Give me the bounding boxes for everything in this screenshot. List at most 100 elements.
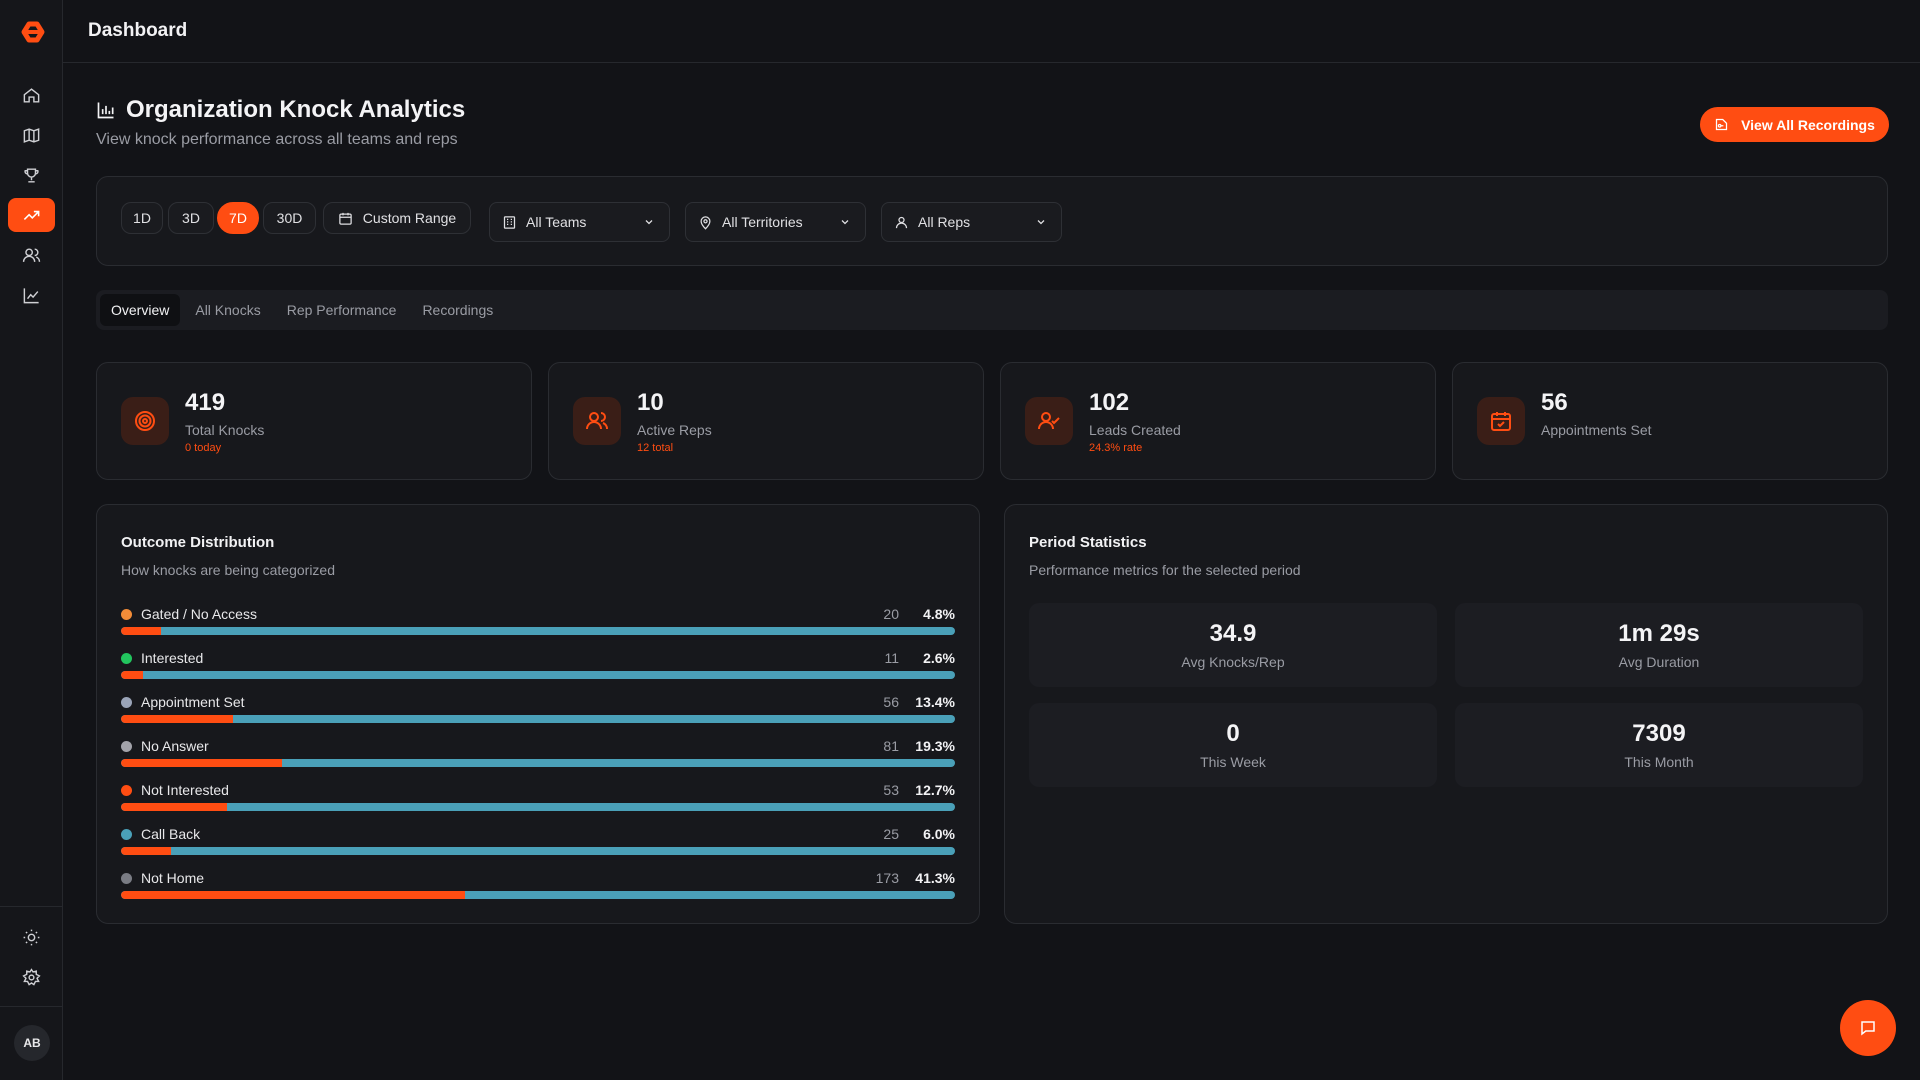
outcome-progress-bar	[121, 759, 955, 767]
outcome-count: 11	[884, 650, 899, 666]
outcome-progress-bar	[121, 891, 955, 899]
reps-select-value: All Reps	[918, 214, 971, 230]
stat-sub: 12 total	[637, 442, 674, 454]
outcome-row: Interested 11 2.6%	[121, 650, 955, 686]
stat-value: 56	[1541, 389, 1568, 416]
outcome-count: 25	[883, 826, 899, 842]
territories-select-value: All Territories	[722, 214, 803, 230]
outcome-label: Appointment Set	[141, 694, 245, 710]
outcome-label: Interested	[141, 650, 204, 666]
custom-range-button[interactable]: Custom Range	[323, 202, 471, 234]
topbar-title: Dashboard	[88, 20, 188, 41]
avatar[interactable]: AB	[14, 1025, 50, 1061]
tab-all-knocks[interactable]: All Knocks	[195, 302, 261, 318]
sidebar-nav	[8, 78, 55, 318]
map-pin-icon	[700, 215, 711, 230]
stat-value: 10	[637, 389, 664, 416]
sidebar-item-analytics[interactable]	[8, 198, 55, 232]
outcome-row: Not Home 173 41.3%	[121, 870, 955, 906]
chevron-down-icon	[841, 220, 849, 225]
home-icon	[23, 87, 40, 103]
calendar-check-icon	[1477, 397, 1525, 445]
chevron-down-icon	[1037, 220, 1045, 225]
outcome-percent: 12.7%	[915, 782, 955, 798]
outcome-color-dot	[121, 785, 132, 796]
metric-this-month: 7309 This Month	[1455, 703, 1863, 787]
target-icon	[121, 397, 169, 445]
sidebar-item-team[interactable]	[8, 238, 55, 272]
users-icon	[22, 247, 41, 262]
recording-icon	[1715, 118, 1728, 131]
outcome-count: 53	[883, 782, 899, 798]
outcome-color-dot	[121, 653, 132, 664]
range-30d-button[interactable]: 30D	[263, 202, 316, 234]
sidebar-item-home[interactable]	[8, 78, 55, 112]
calendar-icon	[339, 212, 352, 225]
line-chart-icon	[23, 287, 39, 303]
panel-subtitle: Performance metrics for the selected per…	[1029, 562, 1301, 578]
analytics-tabs: Overview All Knocks Rep Performance Reco…	[96, 290, 1888, 330]
range-3d-button[interactable]: 3D	[168, 202, 214, 234]
metric-label: This Week	[1200, 754, 1266, 770]
stat-label: Appointments Set	[1541, 422, 1652, 438]
stat-label: Total Knocks	[185, 422, 265, 438]
sidebar-item-reports[interactable]	[8, 278, 55, 312]
chat-icon	[1861, 1021, 1875, 1036]
outcome-count: 81	[883, 738, 899, 754]
map-icon	[23, 127, 40, 143]
sidebar-bottom	[8, 920, 55, 1000]
outcome-count: 173	[875, 870, 899, 886]
tab-overview[interactable]: Overview	[100, 294, 181, 326]
users-icon	[573, 397, 621, 445]
outcome-label: No Answer	[141, 738, 209, 754]
tab-rep-performance[interactable]: Rep Performance	[286, 302, 397, 318]
outcome-count: 56	[883, 694, 899, 710]
outcome-percent: 41.3%	[915, 870, 955, 886]
stat-card-leads-created: 102 Leads Created 24.3% rate	[1000, 362, 1436, 480]
outcome-row: Gated / No Access 20 4.8%	[121, 606, 955, 642]
chevron-down-icon	[645, 220, 653, 225]
panel-subtitle: How knocks are being categorized	[121, 562, 336, 578]
theme-toggle-button[interactable]	[8, 920, 55, 954]
filter-bar: 1D 3D 7D 30D Custom Range All Teams All …	[96, 176, 1888, 266]
stat-sub: 24.3% rate	[1089, 442, 1143, 454]
range-7d-button[interactable]: 7D	[217, 202, 259, 234]
settings-button[interactable]	[8, 960, 55, 994]
sidebar-item-map[interactable]	[8, 118, 55, 152]
metric-value: 34.9	[1209, 620, 1257, 647]
stat-value: 102	[1089, 389, 1130, 416]
brand-logo-icon[interactable]	[16, 18, 48, 46]
metric-this-week: 0 This Week	[1029, 703, 1437, 787]
reps-select[interactable]: All Reps	[881, 202, 1062, 242]
metric-label: This Month	[1624, 754, 1694, 770]
stat-value: 419	[185, 389, 226, 416]
outcome-progress-fill	[121, 759, 282, 767]
outcome-label: Gated / No Access	[141, 606, 257, 622]
chat-button[interactable]	[1840, 1000, 1896, 1056]
outcome-row: No Answer 81 19.3%	[121, 738, 955, 774]
outcome-progress-bar	[121, 715, 955, 723]
outcome-progress-fill	[121, 715, 233, 723]
sidebar-divider	[0, 906, 63, 907]
metric-avg-knocks-per-rep: 34.9 Avg Knocks/Rep	[1029, 603, 1437, 687]
building-icon	[503, 215, 516, 229]
range-1d-button[interactable]: 1D	[121, 202, 163, 234]
page-title: Organization Knock Analytics	[126, 96, 466, 123]
panel-title: Period Statistics	[1029, 534, 1147, 551]
sidebar-item-leaderboard[interactable]	[8, 158, 55, 192]
outcome-color-dot	[121, 873, 132, 884]
tab-recordings[interactable]: Recordings	[422, 302, 494, 318]
teams-select[interactable]: All Teams	[489, 202, 670, 242]
user-icon	[895, 216, 908, 228]
settings-icon	[22, 967, 41, 986]
stat-card-appointments-set: 56 Appointments Set	[1452, 362, 1888, 480]
user-check-icon	[1025, 397, 1073, 445]
outcome-color-dot	[121, 741, 132, 752]
metric-label: Avg Knocks/Rep	[1181, 654, 1285, 670]
view-all-recordings-button[interactable]: View All Recordings	[1700, 107, 1889, 142]
panel-title: Outcome Distribution	[121, 534, 275, 551]
outcome-progress-bar	[121, 627, 955, 635]
trophy-icon	[24, 167, 39, 183]
outcome-label: Call Back	[141, 826, 201, 842]
territories-select[interactable]: All Territories	[685, 202, 866, 242]
